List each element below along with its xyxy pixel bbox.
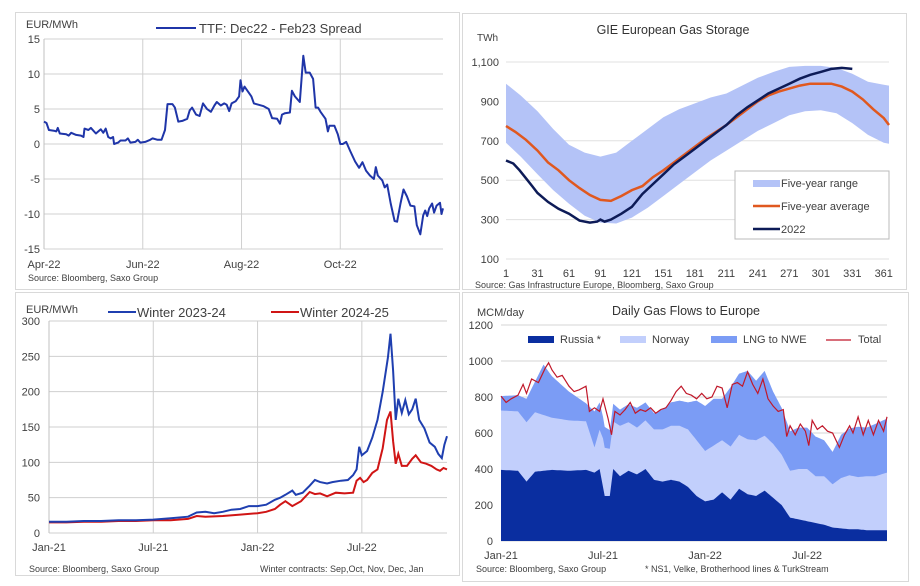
legend-label-five-year-average: Five-year average xyxy=(781,201,870,213)
chart-title: GIE European Gas Storage xyxy=(597,23,750,37)
x-tick-label: Jan-21 xyxy=(32,542,66,554)
x-tick-label: Jul-21 xyxy=(138,542,168,554)
legend-swatch-five-year-range xyxy=(753,180,780,187)
y-axis-unit-label: EUR/MWh xyxy=(26,19,78,31)
x-tick-label: 241 xyxy=(749,268,767,280)
gas-storage-panel: 1,100 900 700 500 300 100 1 31 61 91 121 151 181 211 2… xyxy=(462,13,907,290)
y-axis-unit-label: TWh xyxy=(477,33,498,44)
x-tick-label: Jan-22 xyxy=(688,550,722,562)
y-tick-label: 600 xyxy=(475,428,493,440)
y-axis-unit-label: MCM/day xyxy=(477,307,525,319)
y-tick-label: 0 xyxy=(34,528,40,540)
legend-label-ttf-spread: TTF: Dec22 - Feb23 Spread xyxy=(199,21,362,36)
y-tick-label: 1,100 xyxy=(471,57,499,69)
y-tick-label: 800 xyxy=(475,392,493,404)
x-tick-label: 151 xyxy=(654,268,672,280)
winter-contracts-note: Winter contracts: Sep,Oct, Nov, Dec, Jan xyxy=(260,564,423,574)
legend-label-russia: Russia * xyxy=(560,334,602,346)
source-note: Source: Bloomberg, Saxo Group xyxy=(29,564,159,574)
y-tick-label: 1200 xyxy=(469,320,493,332)
x-tick-label: 31 xyxy=(531,268,543,280)
x-tick-label: 361 xyxy=(875,268,893,280)
x-tick-label: 1 xyxy=(503,268,509,280)
y-tick-label: 300 xyxy=(22,316,40,328)
x-tick-label: 331 xyxy=(843,268,861,280)
x-tick-label: 211 xyxy=(718,268,736,280)
y-tick-label: 10 xyxy=(28,69,40,81)
x-tick-label: Oct-22 xyxy=(324,259,357,271)
y-axis-unit-label: EUR/MWh xyxy=(26,304,78,316)
source-note: Source: Bloomberg, Saxo Group xyxy=(476,564,606,574)
legend-label-winter-2024-25: Winter 2024-25 xyxy=(300,305,389,320)
legend-swatch-russia xyxy=(528,336,554,343)
y-tick-label: -10 xyxy=(24,209,40,221)
x-tick-label: Jan-22 xyxy=(241,542,275,554)
series-line-total xyxy=(500,361,888,449)
gas-flows-panel: 1200 1000 800 600 400 200 0 Jan-21 Jul-21 Jan-22 J… xyxy=(462,292,909,582)
series-line-five-year-average xyxy=(505,82,890,203)
x-tick-label: Jun-22 xyxy=(126,259,160,271)
y-tick-label: 1000 xyxy=(469,356,493,368)
y-tick-label: -5 xyxy=(30,174,40,186)
y-tick-label: 150 xyxy=(22,422,40,434)
legend-swatch-lng-to-nwe xyxy=(711,336,737,343)
y-tick-label: 0 xyxy=(487,536,493,548)
x-tick-label: 61 xyxy=(563,268,575,280)
x-tick-label: Jan-21 xyxy=(484,550,518,562)
ttf-spread-chart: 15 10 5 0 -5 -10 -15 Apr-22 Jun-22 Aug-22 Oct-22 EU… xyxy=(24,19,444,283)
y-tick-label: 5 xyxy=(34,104,40,116)
x-tick-label: Apr-22 xyxy=(27,259,60,271)
y-tick-label: 100 xyxy=(22,457,40,469)
source-note: Source: Gas Infrastructure Europe, Bloom… xyxy=(475,280,714,290)
winter-contracts-panel: 300 250 200 150 100 50 0 Jan-21 Jul-21 Jan-22 Jul-… xyxy=(15,292,460,576)
legend-swatch-norway xyxy=(620,336,646,343)
x-tick-label: Jul-22 xyxy=(347,542,377,554)
source-note: Source: Bloomberg, Saxo Group xyxy=(28,273,158,283)
series-line-winter-2024-25 xyxy=(49,411,448,524)
y-tick-label: 400 xyxy=(475,464,493,476)
x-tick-label: 301 xyxy=(812,268,830,280)
series-line-ttf-spread xyxy=(43,54,444,236)
y-tick-label: 700 xyxy=(481,136,499,148)
legend-label-total: Total xyxy=(858,334,881,346)
series-line-winter-2023-24 xyxy=(49,333,448,523)
y-tick-label: 200 xyxy=(475,500,493,512)
legend-label-2022: 2022 xyxy=(781,224,805,236)
legend-label-lng-to-nwe: LNG to NWE xyxy=(743,334,807,346)
x-tick-label: 181 xyxy=(686,268,704,280)
x-tick-label: 91 xyxy=(594,268,606,280)
y-tick-label: 200 xyxy=(22,387,40,399)
y-tick-label: 0 xyxy=(34,139,40,151)
y-tick-label: 250 xyxy=(22,351,40,363)
y-tick-label: 900 xyxy=(481,96,499,108)
y-tick-label: 15 xyxy=(28,34,40,46)
legend-label-winter-2023-24: Winter 2023-24 xyxy=(137,305,226,320)
legend-label-five-year-range: Five-year range xyxy=(781,178,858,190)
y-tick-label: 500 xyxy=(481,175,499,187)
y-tick-label: 50 xyxy=(28,493,40,505)
russia-footnote: * NS1, Velke, Brotherhood lines & TurkSt… xyxy=(645,564,829,574)
x-tick-label: Jul-21 xyxy=(588,550,618,562)
legend-label-norway: Norway xyxy=(652,334,690,346)
ttf-spread-panel: 15 10 5 0 -5 -10 -15 Apr-22 Jun-22 Aug-22 Oct-22 EU… xyxy=(15,12,460,290)
x-tick-label: Aug-22 xyxy=(224,259,259,271)
y-tick-label: 300 xyxy=(481,215,499,227)
winter-contracts-chart: 300 250 200 150 100 50 0 Jan-21 Jul-21 Jan-22 Jul-… xyxy=(22,304,448,574)
y-tick-label: -15 xyxy=(24,244,40,256)
gas-storage-chart: 1,100 900 700 500 300 100 1 31 61 91 121 151 181 211 2… xyxy=(471,23,893,290)
x-tick-label: 121 xyxy=(623,268,641,280)
series-area-russia xyxy=(501,469,887,541)
x-tick-label: 271 xyxy=(780,268,798,280)
chart-title: Daily Gas Flows to Europe xyxy=(612,304,760,318)
x-tick-label: Jul-22 xyxy=(792,550,822,562)
series-line-2022 xyxy=(505,66,853,224)
y-tick-label: 100 xyxy=(481,254,499,266)
gas-flows-chart: 1200 1000 800 600 400 200 0 Jan-21 Jul-21 Jan-22 J… xyxy=(469,304,888,574)
